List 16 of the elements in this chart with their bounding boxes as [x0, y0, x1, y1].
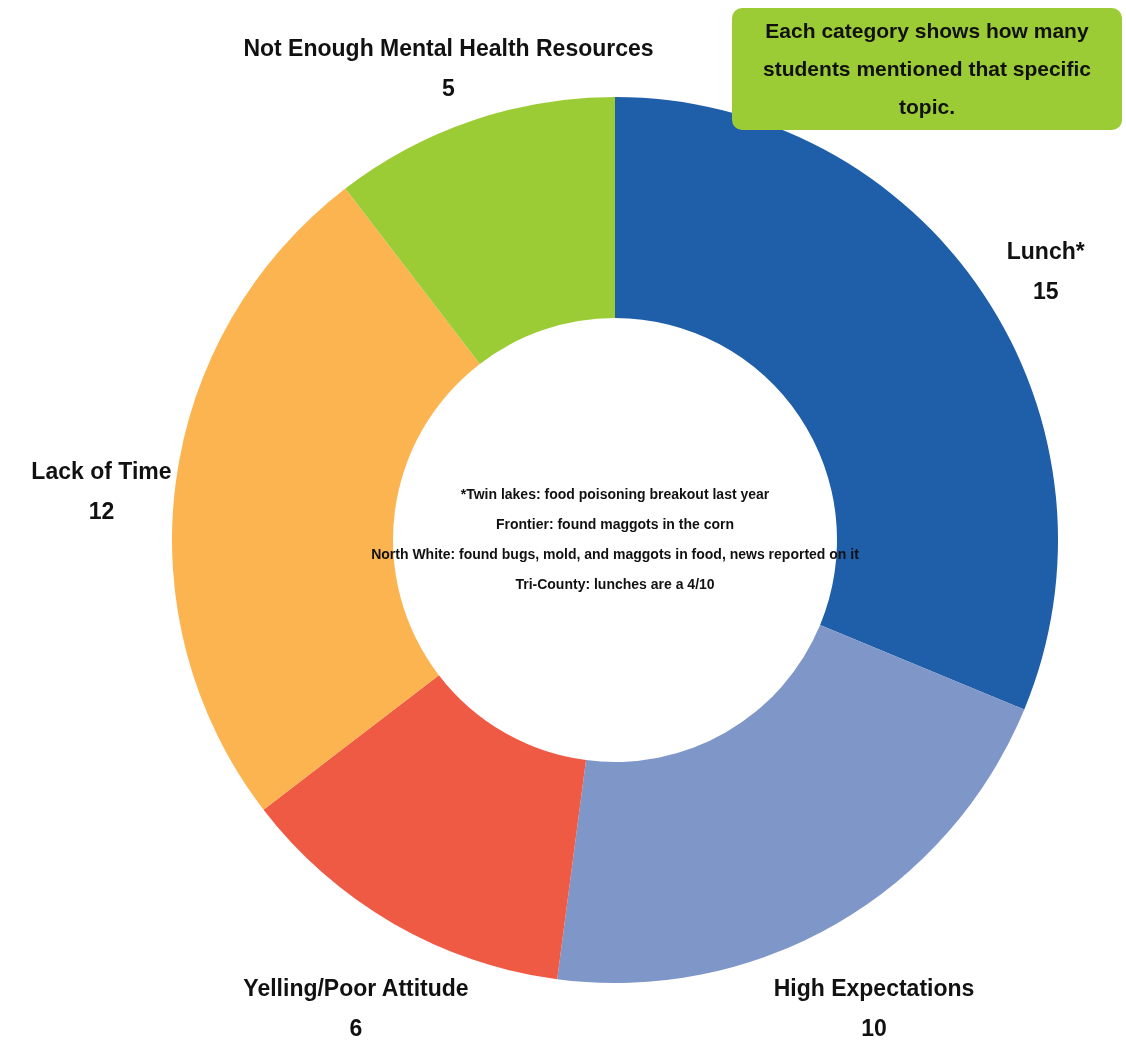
donut-slice [345, 97, 615, 364]
donut-slice [263, 675, 587, 980]
text: Tri-County: lunches are a 4/10 [515, 576, 715, 592]
text: Frontier: found maggots in the corn [496, 516, 734, 532]
data-label: 6 [349, 1014, 363, 1041]
text: *Twin lakes: food poisoning breakout last year [460, 486, 770, 502]
slice-label: Yelling/Poor Attitude [243, 974, 469, 1001]
slice-label: Lack of Time [31, 458, 172, 485]
data-label: 10 [861, 1014, 887, 1041]
slice-label: Not Enough Mental Health Resources [243, 35, 654, 62]
slice-label: High Expectations [773, 974, 975, 1001]
data-label: 5 [442, 75, 456, 102]
data-label: 15 [1032, 278, 1059, 305]
text: Each category shows how many students mentioned that specific topic. [732, 8, 1122, 130]
data-label: 12 [88, 498, 115, 525]
slice-label: Lunch* [1006, 238, 1085, 265]
